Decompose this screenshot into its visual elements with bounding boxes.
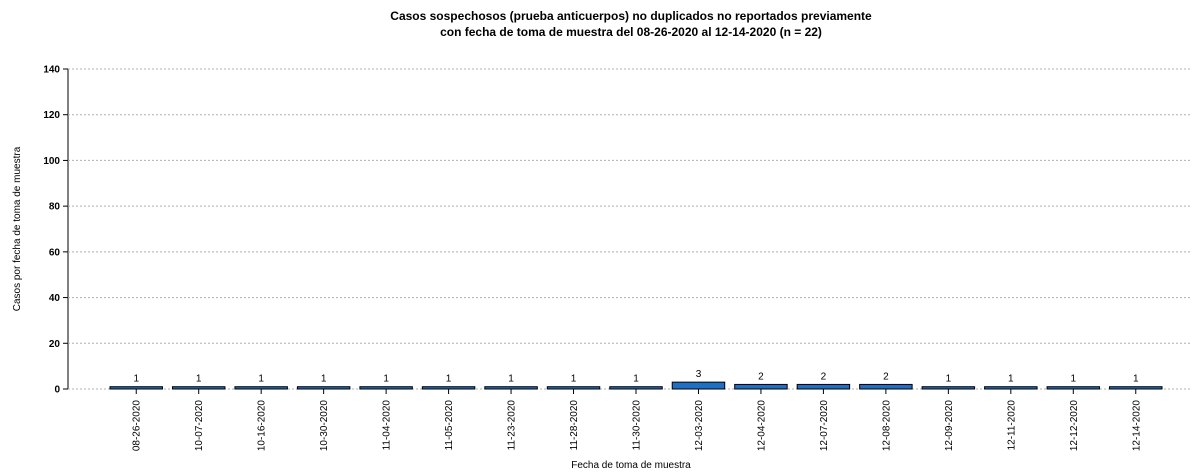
bar bbox=[859, 383, 913, 390]
bar bbox=[234, 386, 288, 390]
x-tick-label: 11-30-2020 bbox=[632, 400, 643, 451]
value-label: 1 bbox=[383, 374, 389, 385]
x-tick-label: 12-12-2020 bbox=[1069, 400, 1080, 452]
y-tick-label: 20 bbox=[49, 339, 61, 350]
bar bbox=[671, 381, 726, 390]
x-tick-label: 10-07-2020 bbox=[194, 400, 205, 452]
x-tick-label: 12-08-2020 bbox=[881, 400, 892, 452]
bar bbox=[1109, 386, 1163, 390]
bar bbox=[296, 386, 351, 390]
bar bbox=[359, 386, 413, 390]
x-tick-label: 12-09-2020 bbox=[944, 400, 955, 452]
value-label: 1 bbox=[1071, 374, 1077, 385]
bar bbox=[171, 386, 226, 390]
value-label: 1 bbox=[196, 374, 202, 385]
value-label: 1 bbox=[946, 374, 952, 385]
x-tick-label: 10-30-2020 bbox=[319, 400, 330, 452]
value-label: 1 bbox=[446, 374, 452, 385]
x-tick-label: 11-28-2020 bbox=[569, 400, 580, 451]
x-tick-label: 12-11-2020 bbox=[1006, 400, 1017, 451]
y-tick-label: 0 bbox=[54, 385, 60, 396]
chart-title: Casos sospechosos (prueba anticuerpos) n… bbox=[390, 9, 872, 23]
x-tick-label: 08-26-2020 bbox=[132, 400, 143, 452]
bar bbox=[1046, 386, 1101, 390]
x-tick-label: 12-07-2020 bbox=[819, 400, 830, 452]
x-axis-label: Fecha de toma de muestra bbox=[571, 460, 691, 471]
value-label: 1 bbox=[133, 374, 139, 385]
value-label: 1 bbox=[321, 374, 327, 385]
x-tick-label: 11-04-2020 bbox=[382, 400, 393, 451]
x-tick-label: 10-16-2020 bbox=[257, 400, 268, 452]
y-tick-label: 60 bbox=[49, 247, 61, 258]
bar bbox=[734, 383, 788, 390]
value-label: 1 bbox=[1133, 374, 1139, 385]
bar bbox=[421, 386, 476, 390]
y-axis-label: Casos por fecha de toma de muestra bbox=[12, 146, 23, 311]
bar bbox=[109, 386, 163, 390]
bar bbox=[921, 386, 976, 390]
y-tick-label: 140 bbox=[43, 65, 60, 76]
bar bbox=[609, 386, 663, 390]
chart-title: con fecha de toma de muestra del 08-26-2… bbox=[440, 25, 822, 39]
value-label: 1 bbox=[258, 374, 264, 385]
value-label: 2 bbox=[821, 371, 827, 382]
value-label: 1 bbox=[508, 374, 514, 385]
y-tick-label: 80 bbox=[49, 202, 61, 213]
value-label: 3 bbox=[696, 369, 702, 380]
x-tick-label: 12-04-2020 bbox=[756, 400, 767, 452]
value-label: 2 bbox=[758, 371, 764, 382]
value-label: 1 bbox=[633, 374, 639, 385]
bar bbox=[484, 386, 538, 390]
y-tick-label: 40 bbox=[49, 293, 61, 304]
x-tick-label: 12-14-2020 bbox=[1131, 400, 1142, 452]
value-label: 1 bbox=[1008, 374, 1014, 385]
bar bbox=[796, 383, 851, 390]
x-tick-label: 11-05-2020 bbox=[444, 400, 455, 451]
x-tick-label: 12-03-2020 bbox=[694, 400, 705, 452]
bar bbox=[546, 386, 601, 390]
bar bbox=[984, 386, 1038, 390]
value-label: 2 bbox=[883, 371, 889, 382]
x-tick-label: 11-23-2020 bbox=[507, 400, 518, 451]
value-label: 1 bbox=[571, 374, 577, 385]
y-tick-label: 100 bbox=[43, 156, 60, 167]
y-tick-label: 120 bbox=[43, 110, 60, 121]
